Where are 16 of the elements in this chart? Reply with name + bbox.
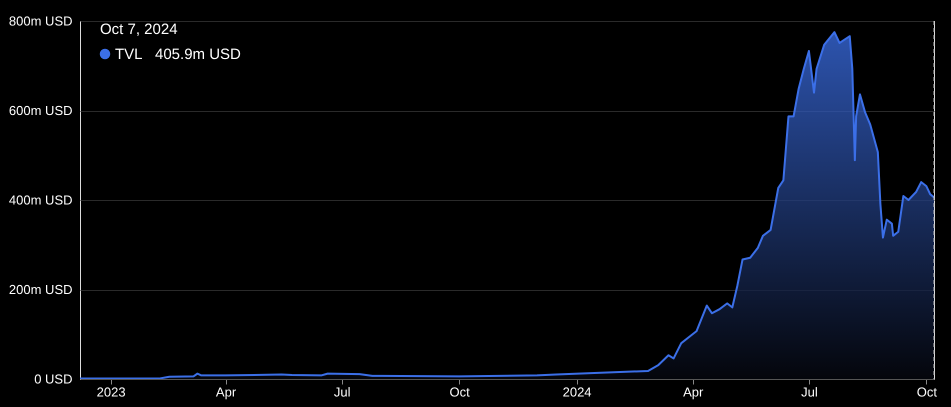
annotation: Oct 7, 2024: [100, 21, 178, 38]
y-tick-label: 400m USD: [8, 192, 72, 208]
x-tick-label: Apr: [683, 384, 704, 400]
y-tick-label: 0 USD: [34, 372, 72, 386]
x-tick-label: Oct: [916, 384, 938, 400]
annotation: 405.9m USD: [155, 46, 242, 63]
x-tick-label: Apr: [216, 384, 237, 400]
x-tick-label: Jul: [334, 384, 351, 400]
legend-label: TVL: [115, 46, 143, 63]
y-tick-label: 800m USD: [8, 14, 72, 28]
x-tick-label: 2024: [562, 384, 592, 400]
x-tick-label: Jul: [801, 384, 818, 400]
y-tick-label: 600m USD: [8, 103, 72, 118]
y-tick-label: 200m USD: [8, 282, 72, 297]
x-tick-label: 2023: [96, 384, 126, 400]
x-tick-label: Oct: [450, 384, 470, 400]
